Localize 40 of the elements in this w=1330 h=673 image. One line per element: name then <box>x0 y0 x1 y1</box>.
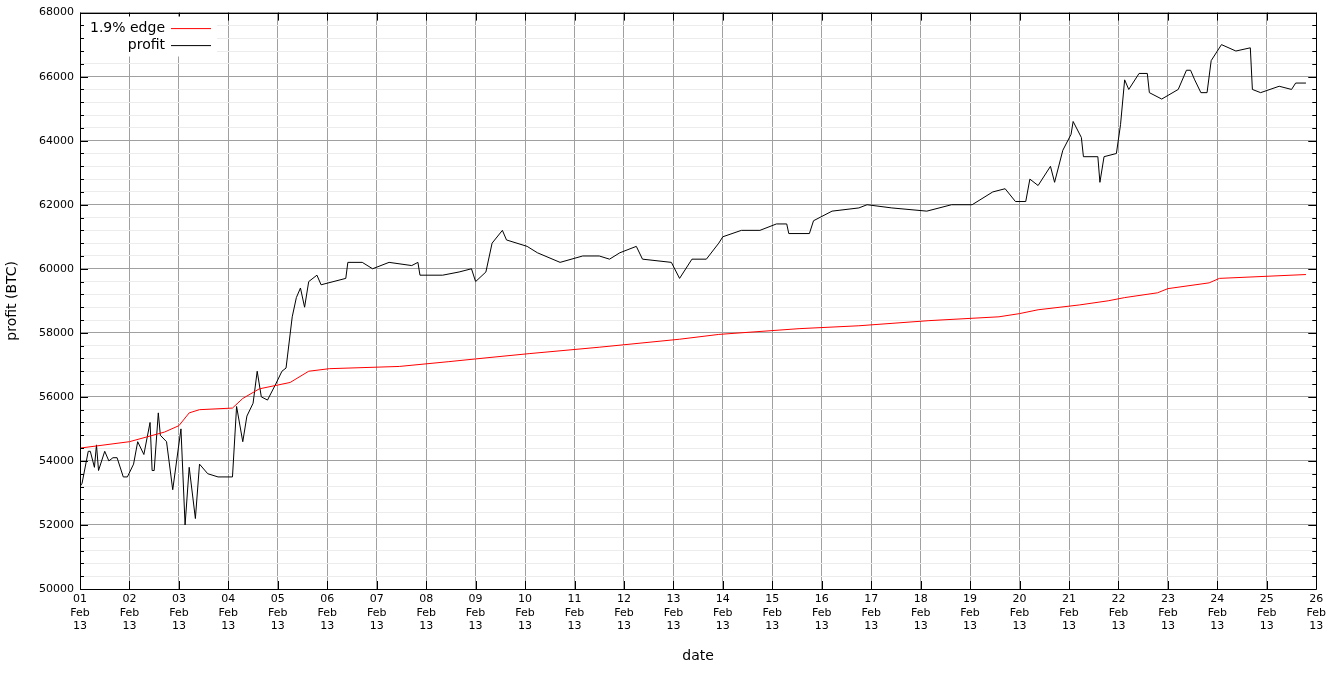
x-tick-label: 19 Feb 13 <box>960 592 980 632</box>
x-tick-label: 03 Feb 13 <box>169 592 189 632</box>
x-tick-label: 25 Feb 13 <box>1257 592 1277 632</box>
x-tick-label: 07 Feb 13 <box>366 592 387 632</box>
x-tick-label: 05 Feb 13 <box>268 592 288 632</box>
x-tick-label: 08 Feb 13 <box>416 592 436 632</box>
x-tick-label: 21 Feb 13 <box>1059 592 1079 632</box>
y-tick-label: 62000 <box>39 197 74 211</box>
x-tick-label: 04 Feb 13 <box>218 592 239 632</box>
x-tick-label: 06 Feb 13 <box>317 592 337 632</box>
y-axis-title: profit (BTC) <box>3 260 20 341</box>
x-tick-label: 11 Feb 13 <box>564 592 585 632</box>
x-tick-label: 16 Feb 13 <box>812 592 832 632</box>
y-tick-label: 66000 <box>39 69 74 83</box>
y-tick-label: 56000 <box>39 389 74 403</box>
x-tick-label: 02 Feb 13 <box>119 592 140 632</box>
y-tick-label: 52000 <box>39 517 74 531</box>
y-tick-label: 58000 <box>39 325 74 339</box>
legend-label: profit <box>127 35 166 52</box>
x-tick-label: 22 Feb 13 <box>1108 592 1129 632</box>
y-tick-label: 60000 <box>39 261 74 275</box>
legend-label: 1.9% edge <box>89 18 166 35</box>
x-tick-label: 12 Feb 13 <box>614 592 634 632</box>
x-tick-label: 15 Feb 13 <box>762 592 783 632</box>
x-tick-label: 18 Feb 13 <box>910 592 931 632</box>
x-tick-label: 09 Feb 13 <box>465 592 486 632</box>
x-tick-label: 20 Feb 13 <box>1009 592 1030 632</box>
y-tick-label: 64000 <box>39 133 74 147</box>
x-tick-label: 10 Feb 13 <box>515 592 535 632</box>
y-tick-label: 68000 <box>39 5 74 19</box>
y-tick-label: 54000 <box>39 453 74 467</box>
x-tick-label: 23 Feb 13 <box>1158 592 1178 632</box>
x-tick-label: 24 Feb 13 <box>1207 592 1228 632</box>
x-tick-label: 13 Feb 13 <box>663 592 684 632</box>
y-tick-label: 50000 <box>39 581 74 595</box>
x-tick-label: 14 Feb 13 <box>713 592 733 632</box>
x-axis-title: date <box>682 647 714 664</box>
x-tick-label: 17 Feb 13 <box>861 592 881 632</box>
x-tick-label: 01 Feb 13 <box>70 592 90 632</box>
x-tick-label: 26 Feb 13 <box>1306 592 1327 632</box>
